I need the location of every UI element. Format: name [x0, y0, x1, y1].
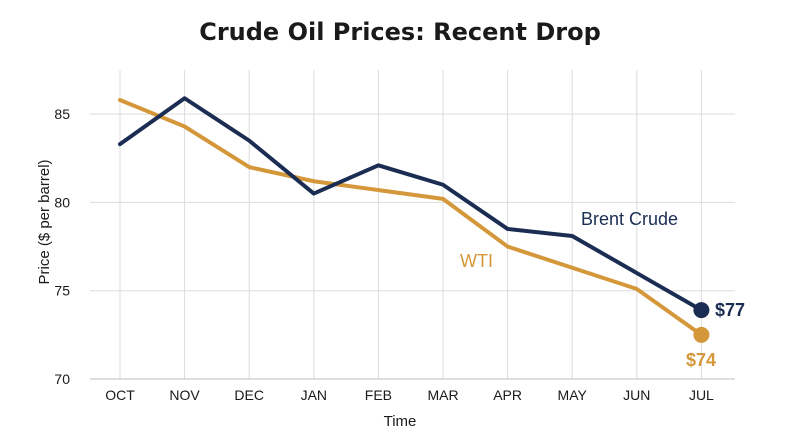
y-tick-label: 80 — [54, 194, 70, 210]
x-tick-label: MAY — [558, 387, 588, 403]
x-tick-label: JUN — [623, 387, 650, 403]
x-tick-label: JAN — [301, 387, 327, 403]
x-tick-label: DEC — [234, 387, 264, 403]
y-tick-label: 70 — [54, 371, 70, 387]
end-marker-wti — [693, 326, 710, 343]
y-tick-labels: 70 75 80 85 — [54, 106, 70, 387]
x-tick-label: APR — [493, 387, 522, 403]
series-label-brent: Brent Crude — [581, 209, 678, 229]
series-line-wti — [118, 98, 704, 337]
end-marker-brent — [693, 302, 710, 319]
chart-title: Crude Oil Prices: Recent Drop — [199, 18, 601, 46]
x-tick-label: FEB — [365, 387, 392, 403]
x-tick-label: OCT — [105, 387, 135, 403]
x-tick-label: MAR — [427, 387, 458, 403]
end-label-wti: $74 — [686, 350, 716, 370]
y-tick-label: 75 — [54, 283, 70, 299]
series-label-wti: WTI — [460, 251, 493, 271]
y-tick-label: 85 — [54, 106, 70, 122]
x-tick-label: NOV — [169, 387, 200, 403]
end-markers — [693, 302, 710, 343]
series-lines — [118, 96, 704, 337]
x-tick-label: JUL — [689, 387, 714, 403]
y-axis-label: Price ($ per barrel) — [36, 159, 53, 284]
series-line-brent — [118, 96, 704, 313]
end-label-brent: $77 — [715, 300, 745, 320]
x-tick-labels: OCT NOV DEC JAN FEB MAR APR MAY JUN JUL — [105, 387, 714, 403]
x-axis-label: Time — [384, 413, 417, 430]
gridlines — [90, 70, 735, 380]
